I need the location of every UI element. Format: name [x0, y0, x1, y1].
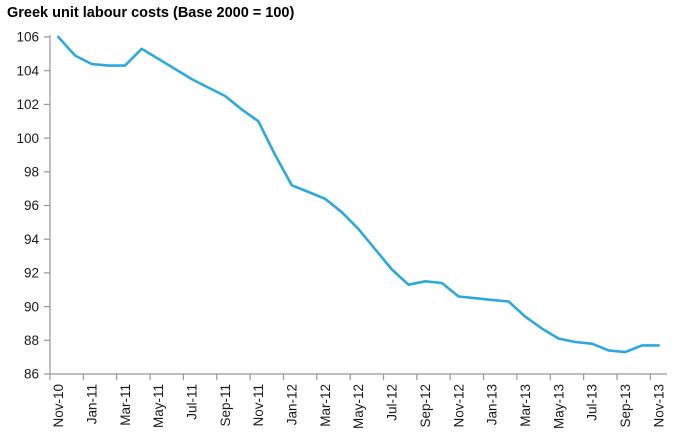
x-axis-tick-label: Nov-13	[651, 384, 666, 428]
x-axis-tick-label: May-12	[351, 384, 366, 429]
y-axis-tick-label: 90	[24, 299, 39, 314]
y-axis-tick-label: 98	[24, 165, 39, 180]
x-axis-tick-label: Sep-12	[418, 384, 433, 428]
y-axis-tick-label: 102	[16, 97, 39, 112]
x-axis-tick-label: Nov-11	[251, 384, 266, 427]
x-axis-tick-label: Jul-11	[184, 384, 199, 420]
x-axis-tick-label: Jul-12	[385, 384, 400, 421]
x-axis-tick-label: May-11	[151, 384, 166, 428]
y-axis-tick-label: 96	[24, 198, 39, 213]
x-axis-tick-label: Sep-11	[218, 384, 233, 427]
x-axis-tick-label: Jan-12	[285, 384, 300, 425]
y-axis-tick-label: 92	[24, 266, 39, 281]
y-axis-tick-label: 88	[24, 333, 39, 348]
y-axis-tick-label: 86	[24, 367, 39, 382]
y-axis-tick-label: 104	[16, 63, 39, 78]
x-axis-tick-label: Nov-10	[51, 384, 66, 428]
unit-labour-cost-line	[56, 35, 661, 354]
x-axis-tick-label: Jul-13	[585, 384, 600, 421]
x-axis-tick-label: Mar-11	[118, 384, 133, 426]
chart-title: Greek unit labour costs (Base 2000 = 100…	[7, 5, 295, 21]
y-axis-tick-label: 94	[24, 232, 40, 247]
x-axis-tick-label: Nov-12	[451, 384, 466, 428]
x-axis-tick-label: Sep-13	[618, 384, 633, 428]
x-axis-tick-label: Mar-12	[318, 384, 333, 427]
x-axis-tick-label: Jan-11	[84, 384, 99, 424]
y-axis-tick-label: 100	[16, 131, 39, 146]
y-axis-tick-label: 106	[16, 30, 39, 45]
x-axis-tick-label: Mar-13	[518, 384, 533, 427]
x-axis-tick-label: Jan-13	[485, 384, 500, 425]
x-axis-tick-label: May-13	[551, 384, 566, 429]
